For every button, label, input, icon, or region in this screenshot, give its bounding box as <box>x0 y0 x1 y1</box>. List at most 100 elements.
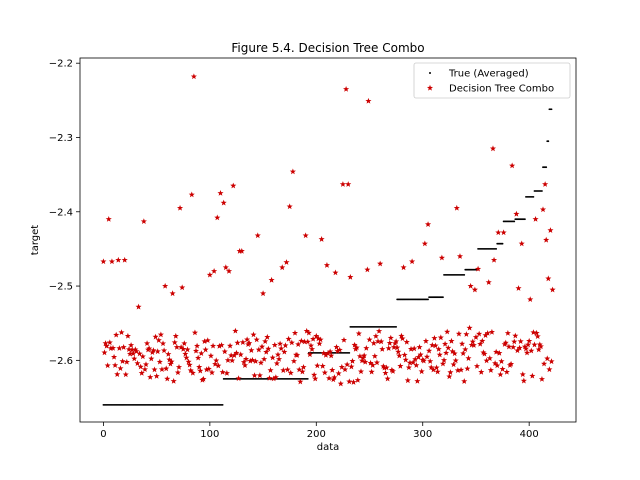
prediction-point <box>123 358 130 365</box>
prediction-point <box>535 346 542 353</box>
prediction-point <box>436 351 443 358</box>
prediction-point <box>288 339 295 346</box>
prediction-point <box>367 359 374 366</box>
prediction-point <box>372 333 379 339</box>
prediction-point <box>169 290 176 297</box>
prediction-point <box>443 349 450 356</box>
prediction-point <box>211 268 218 274</box>
prediction-point <box>349 357 356 364</box>
prediction-point <box>406 359 413 366</box>
prediction-point <box>249 356 256 363</box>
prediction-point <box>265 345 272 352</box>
prediction-point <box>201 338 208 345</box>
prediction-point <box>214 214 221 221</box>
prediction-point <box>347 273 354 280</box>
true-point <box>427 298 429 301</box>
prediction-point <box>546 366 553 373</box>
prediction-point <box>337 380 344 387</box>
axes: 0 100 200 300 400 −2.6 −2.5 −2.4 −2.3 −2.2 <box>49 57 577 440</box>
prediction-point <box>195 354 202 361</box>
prediction-point <box>346 378 353 385</box>
prediction-point <box>465 355 472 361</box>
prediction-point <box>328 352 335 359</box>
prediction-point <box>451 350 458 357</box>
prediction-point <box>171 339 178 346</box>
prediction-point <box>297 378 304 385</box>
prediction-point <box>484 329 491 336</box>
prediction-point <box>344 361 351 368</box>
prediction-point <box>274 351 282 358</box>
prediction-point <box>378 338 385 345</box>
prediction-point <box>454 367 461 374</box>
prediction-point <box>213 357 220 364</box>
prediction-point <box>420 357 427 364</box>
prediction-point <box>407 345 415 352</box>
prediction-point <box>413 362 420 368</box>
prediction-point <box>382 369 389 376</box>
prediction-point <box>298 337 305 344</box>
true-point <box>547 140 550 143</box>
plot-area <box>100 73 556 406</box>
prediction-point <box>509 162 516 169</box>
prediction-point <box>206 271 213 278</box>
prediction-point <box>459 340 466 347</box>
prediction-point <box>449 348 456 354</box>
prediction-point <box>519 371 526 378</box>
prediction-point <box>421 240 428 247</box>
prediction-point <box>376 327 383 334</box>
prediction-point <box>260 290 267 297</box>
prediction-point <box>266 375 273 381</box>
prediction-point <box>326 375 333 381</box>
prediction-point <box>241 362 249 368</box>
y-axis-label: target <box>30 225 41 255</box>
prediction-point <box>433 364 440 371</box>
prediction-point <box>530 329 537 336</box>
prediction-point <box>136 350 143 357</box>
prediction-point <box>257 359 264 366</box>
prediction-point <box>166 356 173 363</box>
true-point <box>501 242 504 245</box>
prediction-point <box>172 332 179 339</box>
prediction-point <box>547 227 554 233</box>
prediction-point <box>109 344 117 351</box>
prediction-point <box>191 329 198 336</box>
prediction-point <box>262 338 269 344</box>
prediction-point <box>384 375 391 382</box>
prediction-point <box>124 332 131 339</box>
prediction-point <box>494 362 501 369</box>
prediction-point <box>156 358 163 365</box>
prediction-point <box>383 364 390 371</box>
prediction-point <box>380 363 387 369</box>
prediction-point <box>135 303 142 310</box>
prediction-point <box>105 216 112 222</box>
prediction-point <box>119 358 126 364</box>
prediction-point <box>130 350 137 357</box>
prediction-point <box>163 365 170 372</box>
prediction-point <box>269 354 276 361</box>
prediction-point <box>318 236 325 242</box>
prediction-point <box>464 365 471 372</box>
prediction-point <box>504 330 511 336</box>
prediction-point <box>219 369 226 375</box>
prediction-point <box>333 343 340 350</box>
prediction-point <box>107 345 114 351</box>
true-point <box>532 196 535 198</box>
prediction-point <box>529 372 536 379</box>
prediction-point <box>150 347 157 353</box>
true-point <box>513 220 516 223</box>
prediction-point <box>216 342 223 349</box>
prediction-point <box>520 377 527 384</box>
prediction-point <box>323 262 330 268</box>
prediction-point <box>511 338 518 345</box>
true-point <box>348 352 351 354</box>
prediction-point <box>446 373 453 380</box>
prediction-point <box>271 341 278 348</box>
prediction-point <box>456 253 464 259</box>
prediction-point <box>355 330 362 337</box>
prediction-point <box>374 338 382 345</box>
prediction-point <box>108 258 115 265</box>
prediction-point <box>364 266 371 273</box>
prediction-point <box>267 367 274 373</box>
prediction-point <box>303 327 310 334</box>
prediction-point <box>146 345 153 352</box>
